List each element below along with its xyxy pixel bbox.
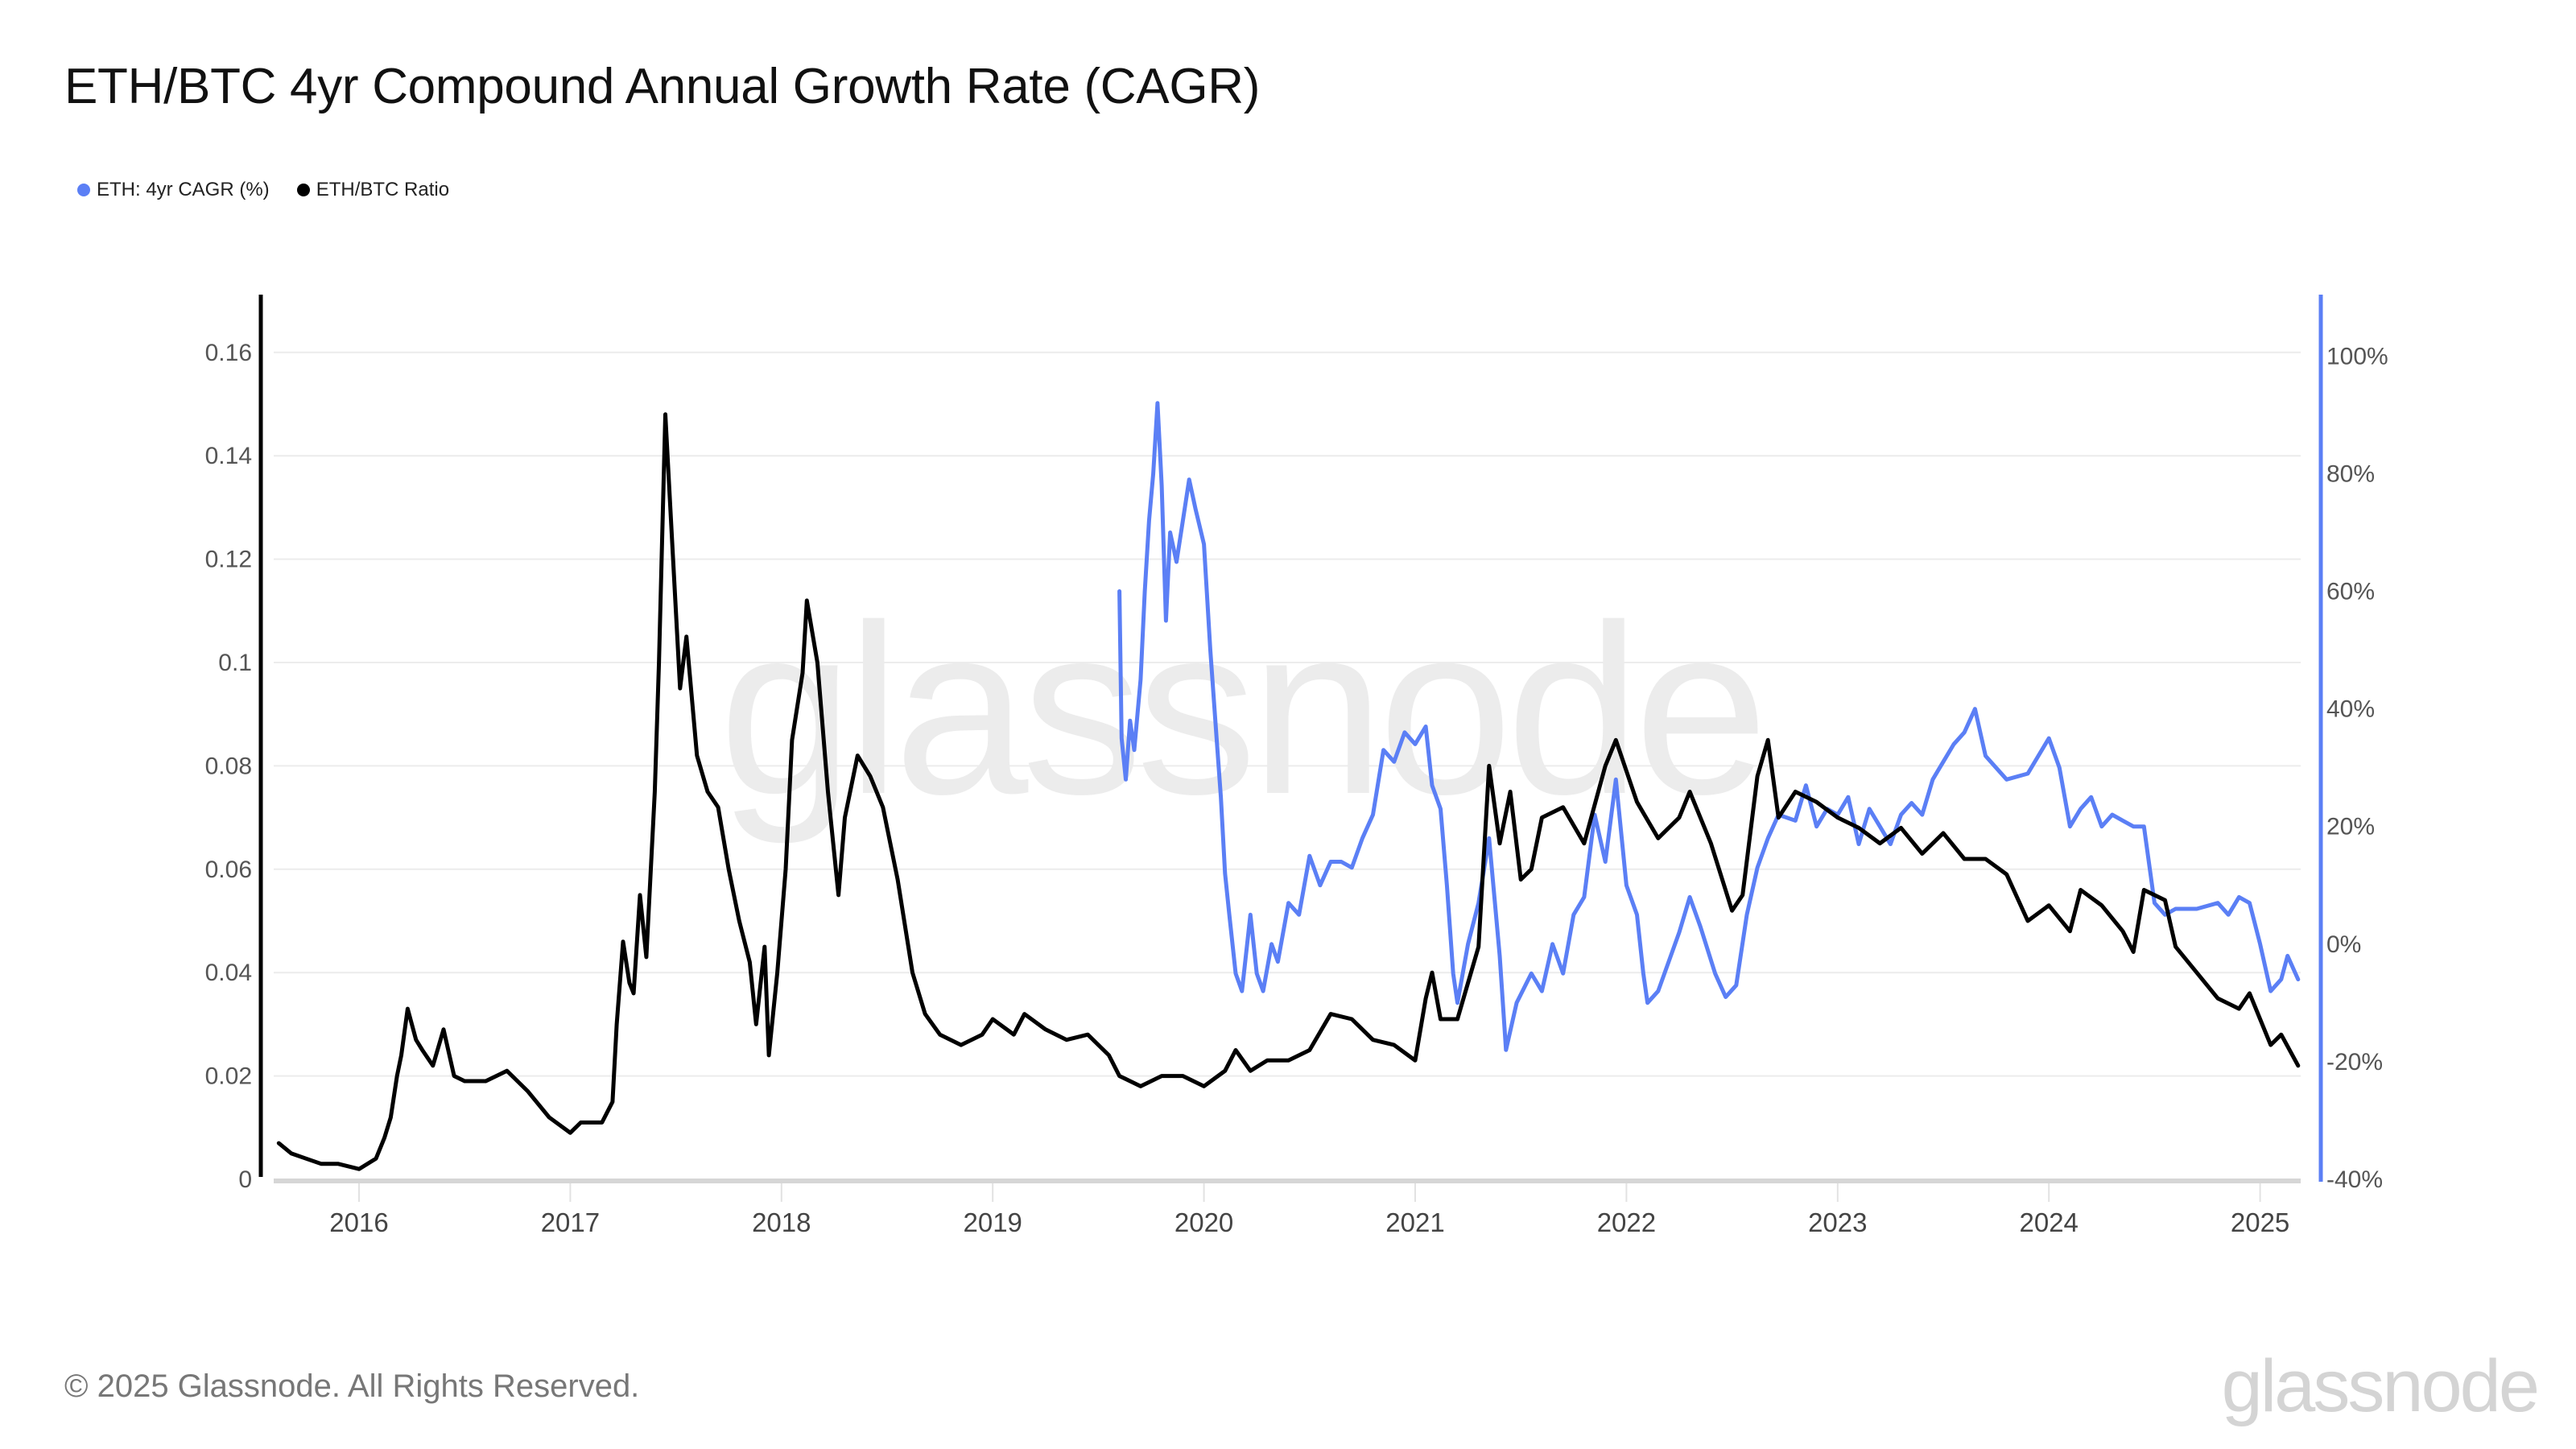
y-left-tick-label: 0.16 [205, 340, 252, 366]
y-left-tick-label: 0.12 [205, 547, 252, 573]
x-tick-label: 2016 [329, 1208, 388, 1237]
y-left-tick-label: 0.06 [205, 857, 252, 883]
legend-label: ETH: 4yr CAGR (%) [97, 179, 270, 200]
y-right-tick-label: 80% [2326, 460, 2375, 487]
x-tick-label: 2022 [1597, 1208, 1656, 1237]
y-axis-right: -40% -20% 0% 20% 40% 60% 80% 100% [2318, 295, 2388, 1193]
y-right-tick-label: 100% [2326, 343, 2388, 369]
y-left-tick-label: 0.1 [218, 650, 252, 676]
legend-dot-icon [77, 184, 90, 196]
x-tick-label: 2017 [541, 1208, 600, 1237]
y-left-tick-label: 0.08 [205, 753, 252, 779]
legend-item-cagr[interactable]: ETH: 4yr CAGR (%) [77, 179, 270, 201]
x-tick-label: 2023 [1808, 1208, 1867, 1237]
y-left-tick-label: 0.04 [205, 960, 252, 986]
chart-title: ETH/BTC 4yr Compound Annual Growth Rate … [64, 59, 1261, 114]
y-left-tick-label: 0.14 [205, 443, 252, 469]
series-line [1117, 401, 2301, 1052]
x-axis: 2016 2017 2018 2019 2020 2021 2022 2023 2024 2025 [274, 1179, 2301, 1237]
x-tick-label: 2024 [2019, 1208, 2078, 1237]
copyright-text: © 2025 Glassnode. All Rights Reserved. [64, 1368, 640, 1404]
y-left-tick-label: 0.02 [205, 1063, 252, 1090]
watermark: glassnode [719, 574, 1762, 846]
y-right-tick-label: -40% [2326, 1166, 2383, 1193]
x-tick-label: 2021 [1385, 1208, 1444, 1237]
y-right-tick-label: -20% [2326, 1049, 2383, 1075]
gridlines [274, 351, 2301, 1077]
x-tick-label: 2019 [963, 1208, 1022, 1237]
x-tick-label: 2025 [2231, 1208, 2289, 1237]
y-right-tick-label: 20% [2326, 814, 2375, 840]
y-right-tick-label: 40% [2326, 696, 2375, 723]
y-right-tick-label: 0% [2326, 931, 2361, 958]
x-tick-label: 2018 [752, 1208, 811, 1237]
y-left-tick-label: 0 [238, 1166, 252, 1193]
brand-logo: glassnode [2221, 1345, 2540, 1427]
series-eth-btc-ratio [276, 412, 2301, 1171]
legend: ETH: 4yr CAGR (%) ETH/BTC Ratio [77, 179, 477, 201]
legend-label: ETH/BTC Ratio [316, 179, 450, 200]
series-layer [276, 401, 2301, 1171]
y-axis-left: 0 0.02 0.04 0.06 0.08 0.1 0.12 0.14 0.16 [205, 295, 263, 1193]
legend-item-ratio[interactable]: ETH/BTC Ratio [296, 179, 450, 201]
legend-dot-icon [296, 184, 310, 196]
x-tick-label: 2020 [1174, 1208, 1233, 1237]
y-right-tick-label: 60% [2326, 579, 2375, 605]
series-eth-4yr-cagr [1117, 401, 2301, 1052]
